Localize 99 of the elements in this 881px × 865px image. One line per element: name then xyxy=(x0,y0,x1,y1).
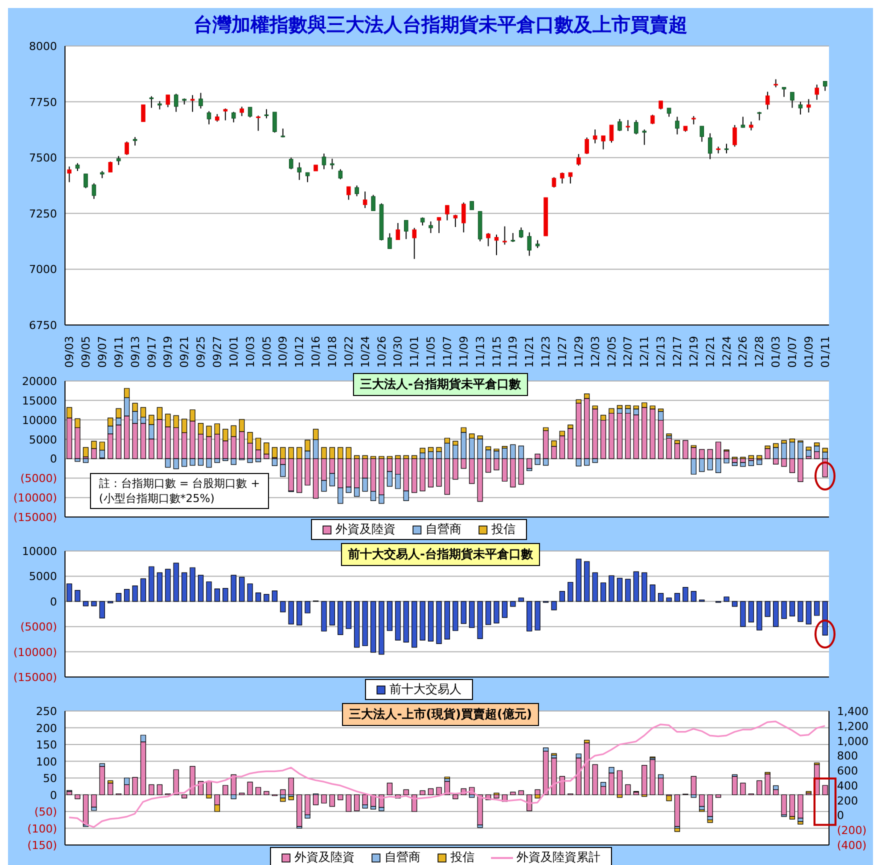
x-tick-label: 01/07 xyxy=(786,336,800,368)
y-tick-label: (50) xyxy=(34,806,57,818)
y-tick-label: (15000) xyxy=(13,671,57,684)
x-tick-label: 01/09 xyxy=(802,336,816,368)
x-tick-label: 12/17 xyxy=(671,336,684,368)
y-tick-label: 100 xyxy=(36,755,57,768)
x-tick-label: 12/03 xyxy=(588,336,602,368)
y-tick-label: 5000 xyxy=(29,433,57,446)
y2-tick-label: (400) xyxy=(837,839,867,852)
y-tick-label: 7250 xyxy=(29,207,57,220)
x-tick-label: 11/21 xyxy=(523,336,536,368)
x-tick-label: 10/18 xyxy=(326,336,339,368)
x-tick-label: 09/13 xyxy=(128,336,142,368)
x-tick-label: 11/27 xyxy=(556,336,570,368)
legend-label: 自營商 xyxy=(384,849,420,865)
x-tick-label: 09/27 xyxy=(210,336,224,368)
x-tick-label: 12/21 xyxy=(704,336,717,368)
y-tick-label: 200 xyxy=(36,722,57,735)
legend-label: 前十大交易人 xyxy=(390,681,462,698)
x-tick-label: 11/15 xyxy=(490,336,504,368)
x-tick-label: 12/13 xyxy=(654,336,668,368)
y2-tick-label: 600 xyxy=(837,764,858,778)
x-tick-label: 10/12 xyxy=(293,336,306,368)
x-tick-label: 12/05 xyxy=(605,336,618,368)
y-tick-label: 6750 xyxy=(29,319,57,332)
y-tick-label: 10000 xyxy=(22,545,57,558)
chart-title: 三大法人-上市(現貨)買賣超(億元) xyxy=(342,703,539,726)
legend-label: 外資及陸資 xyxy=(294,849,354,865)
y-tick-label: (150) xyxy=(27,839,57,852)
x-tick-label: 09/19 xyxy=(162,336,175,368)
x-tick-label: 10/03 xyxy=(244,336,257,368)
y2-tick-label: 400 xyxy=(837,779,858,792)
y-tick-label: 250 xyxy=(36,705,57,718)
x-tick-label: 11/07 xyxy=(441,336,454,368)
y2-tick-label: 1,200 xyxy=(837,720,868,733)
x-tick-label: 10/16 xyxy=(310,336,323,368)
y-tick-label: 8000 xyxy=(29,40,57,53)
x-tick-label: 12/07 xyxy=(622,336,635,368)
x-tick-label: 11/19 xyxy=(506,336,520,368)
y-tick-label: 0 xyxy=(50,595,57,608)
annotation: 註：台指期口數 = 台股期口數 + (小型台指期口數*25%) xyxy=(90,473,269,509)
x-tick-label: 12/26 xyxy=(736,336,750,368)
y-tick-label: 0 xyxy=(50,452,57,466)
y-tick-label: 150 xyxy=(36,738,57,752)
x-tick-label: 09/25 xyxy=(194,336,208,368)
y-tick-label: (5000) xyxy=(20,472,57,486)
x-tick-label: 10/24 xyxy=(358,336,372,368)
y2-tick-label: 800 xyxy=(837,750,858,763)
x-tick-label: 09/17 xyxy=(145,336,158,368)
x-tick-label: 12/11 xyxy=(638,336,652,368)
x-tick-label: 12/24 xyxy=(720,336,734,368)
y-tick-label: 10000 xyxy=(22,414,57,427)
x-tick-label: 11/05 xyxy=(424,336,438,368)
y-tick-label: 7500 xyxy=(29,152,57,165)
x-tick-label: 09/11 xyxy=(112,336,126,368)
y2-tick-label: (200) xyxy=(837,824,867,838)
legend-label: 投信 xyxy=(492,521,516,538)
x-tick-label: 10/30 xyxy=(392,336,405,368)
x-tick-label: 10/09 xyxy=(276,336,290,368)
x-tick-label: 12/19 xyxy=(687,336,700,368)
y2-tick-label: 0 xyxy=(837,809,844,822)
y2-tick-label: 200 xyxy=(837,794,858,808)
x-tick-label: 01/03 xyxy=(770,336,783,368)
legend-label: 外資及陸資累計 xyxy=(516,849,600,865)
y2-tick-label: 1,000 xyxy=(837,734,868,748)
x-tick-label: 09/07 xyxy=(96,336,109,368)
x-tick-label: 10/22 xyxy=(342,336,356,368)
y-tick-label: 50 xyxy=(43,772,57,785)
legend-label: 自營商 xyxy=(426,521,462,538)
x-tick-label: 10/01 xyxy=(227,336,240,368)
y-tick-label: 20000 xyxy=(22,375,57,388)
x-tick-label: 11/29 xyxy=(572,336,586,368)
y2-tick-label: 1,400 xyxy=(837,705,868,718)
x-tick-label: 09/21 xyxy=(178,336,192,368)
x-tick-label: 09/03 xyxy=(63,336,76,368)
legend-label: 外資及陸資 xyxy=(336,521,396,538)
chart-title: 三大法人-台指期貨未平倉口數 xyxy=(353,373,528,396)
y-tick-label: (15000) xyxy=(13,511,57,524)
x-tick-label: 11/01 xyxy=(408,336,422,368)
y-tick-label: 5000 xyxy=(29,570,57,584)
y-tick-label: 7750 xyxy=(29,96,57,109)
y-tick-label: (100) xyxy=(27,822,57,836)
x-tick-label: 11/13 xyxy=(474,336,487,368)
y-tick-label: 0 xyxy=(50,788,57,802)
chart-title: 台灣加權指數與三大法人台指期貨未平倉口數及上市買賣超 xyxy=(192,13,688,38)
y-tick-label: 7000 xyxy=(29,263,57,276)
legend-label: 投信 xyxy=(450,849,474,865)
y-tick-label: (10000) xyxy=(13,492,57,505)
y-tick-label: 15000 xyxy=(22,394,57,408)
x-tick-label: 12/28 xyxy=(753,336,766,368)
x-tick-label: 01/11 xyxy=(818,336,832,368)
x-tick-label: 10/26 xyxy=(375,336,388,368)
y-tick-label: (5000) xyxy=(20,620,57,634)
chart-title: 前十大交易人-台指期貨未平倉口數 xyxy=(341,543,540,566)
x-tick-label: 11/09 xyxy=(457,336,470,368)
x-tick-label: 10/05 xyxy=(260,336,274,368)
y-tick-label: (10000) xyxy=(13,646,57,659)
x-tick-label: 11/23 xyxy=(540,336,553,368)
x-tick-label: 09/05 xyxy=(80,336,93,368)
